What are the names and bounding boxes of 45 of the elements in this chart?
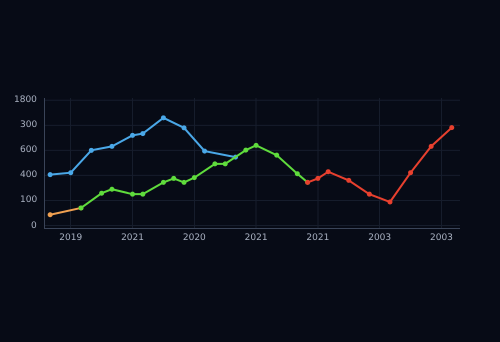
point (408, 170, 414, 176)
text: 400 (20, 170, 38, 180)
point (88, 148, 94, 153)
point (212, 161, 218, 166)
point (254, 142, 259, 148)
point (274, 152, 280, 158)
point (315, 176, 320, 181)
text: 100 (20, 195, 38, 205)
x-tick-label: 2003 (368, 232, 392, 243)
x-tick-label: 2003 (430, 232, 453, 243)
x-tick-label: 2019 (59, 232, 82, 243)
point (48, 212, 53, 218)
point (326, 169, 331, 174)
text: 1800 (14, 95, 38, 105)
point (99, 190, 104, 196)
x-tick-label: 2021 (244, 232, 268, 243)
point (68, 170, 74, 176)
point (140, 192, 146, 197)
point (202, 148, 208, 154)
text: 300 (20, 120, 38, 130)
point (130, 192, 136, 197)
point (182, 180, 187, 185)
point (428, 144, 434, 149)
point (449, 125, 454, 130)
point (171, 176, 176, 181)
point (140, 131, 146, 136)
text: 600 (20, 145, 38, 155)
point (182, 125, 187, 130)
x-tick-label: 2021 (306, 232, 330, 243)
point (130, 132, 136, 138)
point (294, 171, 300, 176)
point (346, 178, 352, 183)
point (160, 180, 166, 185)
text: 0 (31, 221, 37, 231)
x-tick-label: 2020 (182, 232, 206, 243)
point (222, 161, 228, 166)
point (109, 144, 114, 149)
point (48, 172, 53, 178)
x-tick-label: 2021 (121, 232, 144, 243)
point (243, 148, 248, 153)
point (366, 192, 372, 197)
point (160, 115, 166, 120)
point (192, 175, 197, 180)
point (109, 186, 114, 192)
point (387, 200, 392, 204)
